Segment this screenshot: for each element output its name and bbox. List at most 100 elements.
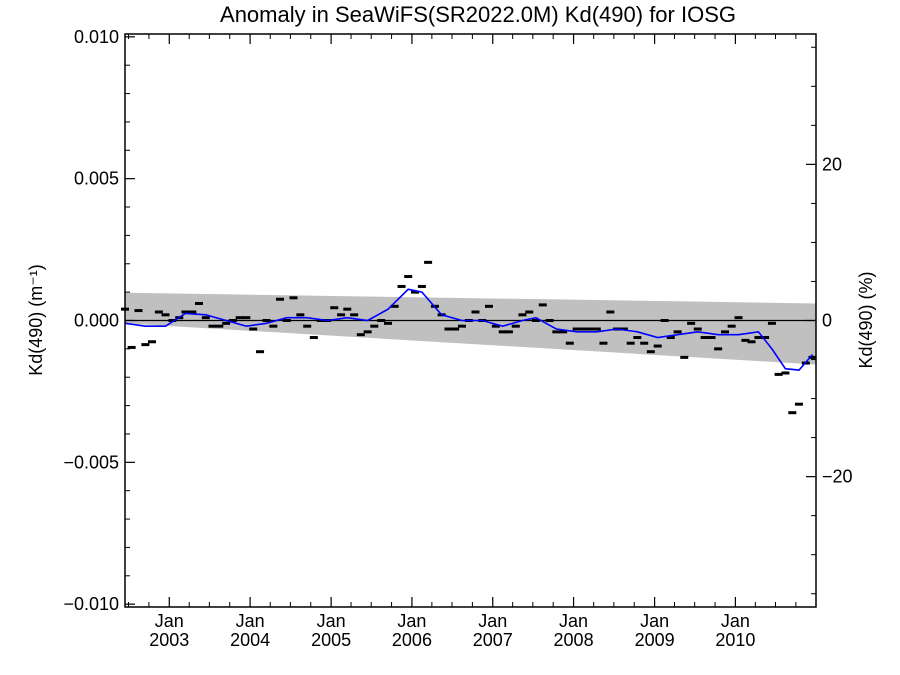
data-point [525, 310, 534, 314]
data-point [511, 324, 520, 328]
data-point [673, 330, 682, 334]
data-point [363, 330, 372, 334]
data-point [444, 327, 453, 331]
y-right-tick-label: 20 [822, 154, 842, 174]
data-point [390, 304, 399, 308]
x-tick-month-label: Jan [397, 611, 426, 631]
data-point [707, 336, 716, 340]
x-tick-year-label: 2010 [715, 630, 755, 650]
data-point [249, 327, 258, 331]
data-point [451, 327, 460, 331]
data-point [680, 355, 689, 359]
data-point [457, 324, 466, 328]
data-point [646, 350, 655, 354]
data-point [626, 341, 635, 345]
data-point [666, 336, 675, 340]
data-point [161, 313, 170, 317]
x-tick-year-label: 2004 [230, 630, 270, 650]
data-point [228, 319, 237, 322]
data-point [619, 327, 628, 331]
y-left-tick-label: 0.010 [74, 27, 119, 47]
data-point [356, 333, 365, 337]
y-axis-right-label: Kd(490) (%) [856, 271, 876, 368]
data-point [296, 313, 305, 317]
data-point [384, 321, 393, 325]
data-point [761, 336, 770, 340]
data-point [168, 319, 177, 322]
y-axis-left-label: Kd(490) (m⁻¹) [26, 264, 46, 376]
data-point [303, 324, 312, 328]
data-point [289, 296, 298, 300]
x-tick-year-label: 2005 [311, 630, 351, 650]
data-point [424, 260, 433, 264]
data-point [538, 303, 547, 307]
data-point [808, 355, 817, 359]
data-point [714, 347, 723, 351]
y-right-tick-label: 0 [822, 311, 832, 331]
data-point [741, 338, 750, 342]
x-axis: Jan2003Jan2004Jan2005Jan2006Jan2007Jan20… [128, 34, 797, 650]
data-point [660, 319, 669, 322]
data-point [222, 321, 231, 325]
data-point [337, 313, 346, 317]
x-tick-year-label: 2006 [392, 630, 432, 650]
data-point [262, 319, 271, 322]
data-point [491, 324, 500, 328]
data-point [215, 324, 224, 328]
x-tick-year-label: 2007 [473, 630, 513, 650]
data-point [606, 310, 615, 314]
data-point [194, 301, 203, 305]
data-point [269, 324, 278, 328]
data-point [498, 330, 507, 334]
data-point [565, 341, 574, 345]
x-tick-month-label: Jan [640, 611, 669, 631]
data-point [350, 313, 359, 317]
x-tick-year-label: 2009 [635, 630, 675, 650]
data-point [721, 330, 730, 334]
x-tick-month-label: Jan [721, 611, 750, 631]
data-point [653, 344, 662, 348]
data-point [693, 327, 702, 331]
data-point [256, 350, 265, 354]
data-point [545, 319, 554, 322]
band-polygon [125, 292, 816, 365]
data-point [767, 321, 776, 325]
x-tick-month-label: Jan [478, 611, 507, 631]
x-tick-month-label: Jan [236, 611, 265, 631]
data-point [794, 402, 803, 406]
data-point [181, 310, 190, 314]
data-point [343, 307, 352, 311]
x-tick-year-label: 2003 [149, 630, 189, 650]
y-axis-left: 0.010 0.005 0.000 −0.005 −0.010 [63, 27, 135, 614]
data-point [788, 411, 797, 415]
data-point [397, 284, 406, 288]
data-point [127, 345, 136, 349]
data-point [687, 321, 696, 325]
x-tick-year-label: 2008 [554, 630, 594, 650]
data-point [370, 324, 379, 328]
running-mean-line [124, 288, 814, 371]
data-point [585, 327, 594, 331]
y-axis-right: 20 0 −20 [806, 46, 853, 595]
data-point [531, 319, 540, 322]
x-tick-month-label: Jan [559, 611, 588, 631]
data-point [599, 341, 608, 345]
y-left-tick-label: 0.005 [74, 169, 119, 189]
data-point [504, 330, 513, 334]
data-point [747, 340, 756, 344]
data-point [154, 310, 163, 314]
data-point [592, 327, 601, 331]
data-point [552, 330, 561, 334]
data-point [633, 336, 642, 340]
uncertainty-band [125, 292, 816, 365]
data-point [417, 284, 426, 288]
data-point [484, 304, 493, 308]
data-point [734, 316, 743, 320]
data-point [754, 336, 763, 340]
data-point [141, 343, 150, 347]
y-left-tick-label: −0.005 [63, 452, 119, 472]
data-point [188, 310, 197, 314]
data-point [235, 316, 244, 320]
data-point [559, 330, 568, 334]
